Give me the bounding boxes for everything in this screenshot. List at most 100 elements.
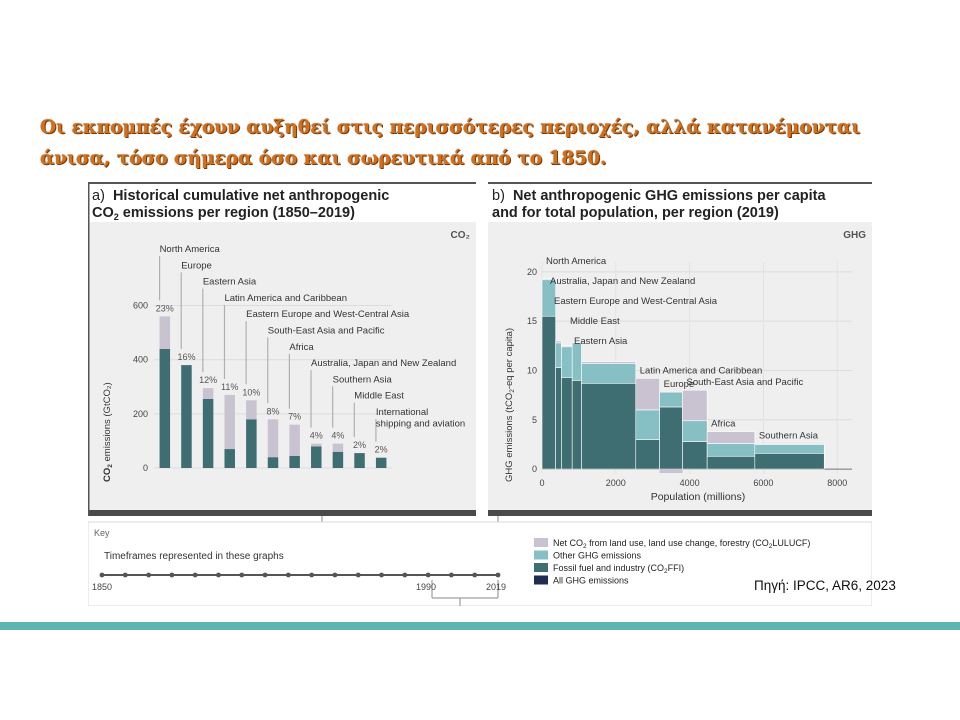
panel-b-region-ffi xyxy=(581,382,637,470)
panel-a-bar-ffi xyxy=(267,457,279,468)
panel-a-ytick-label: 200 xyxy=(133,409,148,419)
panel-b-region-ffi xyxy=(659,406,683,470)
panel-a-share-label: 23% xyxy=(156,303,174,313)
panel-b-region-label: Latin America and Caribbean xyxy=(640,365,763,376)
panel-a-ytick-label: 600 xyxy=(133,301,148,311)
panel-b-region-label: Australia, Japan and New Zealand xyxy=(550,276,695,287)
panel-a-bar-ffi xyxy=(159,348,171,468)
panel-b-region-ghg xyxy=(635,409,660,440)
panel-b-region-ghg xyxy=(581,363,637,384)
timeline-tick xyxy=(495,572,501,578)
panel-a-share-label: 2% xyxy=(353,440,366,450)
panel-b-region-ffi xyxy=(571,380,582,470)
panel-b-xtick-label: 6000 xyxy=(753,478,773,488)
teal-divider xyxy=(0,622,960,630)
panel-b-region-ffi xyxy=(754,452,825,470)
timeline-tick xyxy=(99,572,105,578)
panel-a-share-label: 8% xyxy=(266,406,279,416)
slide-title-line-1: Οι εκπομπές έχουν αυξηθεί στις περισσότε… xyxy=(40,117,861,138)
slide-title-line-2: άνισα, τόσο σήμερα όσο και σωρευτικά από… xyxy=(40,148,607,169)
panel-a-ylabel-co: CO xyxy=(102,468,113,482)
panel-b-region-lulucf-negative xyxy=(659,469,683,474)
panel-a-share-label: 11% xyxy=(221,382,238,392)
timeline-tick xyxy=(309,572,315,578)
panel-b-region-label: Eastern Europe and West-Central Asia xyxy=(554,296,718,307)
panel-b-title-text-1: Net anthropogenic GHG emissions per capi… xyxy=(513,188,827,204)
panel-b-region-ghg xyxy=(659,391,683,408)
source-caption: Πηγή: IPCC, AR6, 2023 xyxy=(754,578,896,593)
panel-a-background xyxy=(88,222,476,512)
timeline-tick xyxy=(122,572,128,578)
panel-b-region-ghg xyxy=(571,342,582,381)
panel-a-title-co: CO xyxy=(92,205,114,221)
panel-b-region-lulucf xyxy=(706,431,756,444)
panel-a-category-label-extra: shipping and aviation xyxy=(376,419,465,430)
legend-label-part: Fossil fuel and industry (CO xyxy=(553,563,664,573)
legend-swatch xyxy=(534,575,548,585)
panel-b-xlabel: Population (millions) xyxy=(651,491,746,503)
panel-a-bar-lulucf xyxy=(224,394,235,450)
timeline-tick xyxy=(262,572,268,578)
panel-a-share-label: 7% xyxy=(288,412,301,422)
panel-a-bar-ffi xyxy=(224,449,235,468)
panel-a-bar-lulucf xyxy=(289,424,300,456)
panel-a-share-label: 4% xyxy=(331,431,344,441)
panel-b-ytick-label: 20 xyxy=(527,267,537,277)
panel-b-title-line-1: b) Net anthropogenic GHG emissions per c… xyxy=(492,188,826,204)
timeline-tick xyxy=(239,572,245,578)
panel-b-region-label: Africa xyxy=(711,419,736,430)
panel-b-region-ffi xyxy=(635,439,660,470)
panel-b-ylabel-pre: GHG emissions (tCO xyxy=(504,393,515,482)
panel-a-bar-ffi xyxy=(202,398,214,468)
panel-a-bar-lulucf xyxy=(246,400,257,420)
panel-b-region-ghg xyxy=(706,443,756,457)
panel-b-region-label: Europe xyxy=(664,379,695,390)
panel-a-title-rest: emissions per region (1850–2019) xyxy=(119,205,355,221)
timeline-year-1850: 1850 xyxy=(92,582,112,592)
key-title: Key xyxy=(94,528,110,538)
panel-a-title-sub: 2 xyxy=(114,212,119,222)
timeline-tick xyxy=(402,572,408,578)
panel-b-region-ghg xyxy=(555,342,562,368)
panel-b-xtick-label: 4000 xyxy=(680,478,700,488)
panel-b-region-lulucf xyxy=(541,278,556,281)
timeline-tick xyxy=(216,572,221,578)
timeline-year-1990: 1990 xyxy=(416,582,436,592)
panel-b-region-label: Eastern Asia xyxy=(574,336,628,347)
timeline-year-2019: 2019 xyxy=(486,582,506,592)
timeline-tick xyxy=(355,572,361,578)
legend-label-part: 2 xyxy=(583,543,587,550)
panel-b-region-ffi xyxy=(555,367,562,470)
panel-a-bar-ffi xyxy=(246,419,257,468)
panel-a-share-label: 4% xyxy=(310,431,323,441)
panel-a-bottom-bar xyxy=(88,510,476,516)
panel-a-bar-ffi xyxy=(332,451,344,468)
panel-a-ylabel-sub: 2 xyxy=(107,464,114,468)
panel-a-ylabel: CO2 emissions (GtCO₂) xyxy=(102,382,114,482)
panel-a-bar-ffi xyxy=(181,365,192,468)
panel-a-title-text-1: Historical cumulative net anthropogenic xyxy=(113,188,389,204)
legend-label-part: 2 xyxy=(769,543,773,550)
panel-a-bar-lulucf xyxy=(267,419,279,458)
legend-label: Fossil fuel and industry (CO2FFI) xyxy=(553,563,684,575)
panel-b-ylabel: GHG emissions (tCO2-eq per capita) xyxy=(504,328,516,482)
panel-b-area: 0 5 10 15 20 0 2000 4000 6000 8000 North America Au… xyxy=(527,256,852,488)
legend-label-part: LULUCF) xyxy=(772,538,810,548)
panel-a-share-label: 12% xyxy=(199,375,217,385)
panel-b-xtick-label: 0 xyxy=(539,478,544,488)
panel-b-region-ffi xyxy=(541,315,556,470)
panel-b-ylabel-rest: -eq per capita) xyxy=(504,328,515,389)
panel-a-category-label: South-East Asia and Pacific xyxy=(268,326,385,337)
timeline-tick xyxy=(285,572,291,578)
panel-a-bar-lulucf xyxy=(159,316,171,349)
timeline-tick xyxy=(332,572,338,578)
panel-b-ytick-label: 15 xyxy=(527,316,537,326)
panel-b-ytick-label: 5 xyxy=(532,415,537,425)
panel-a-bars: 0 200 400 600 23% North America 16% Europe 12% Ea… xyxy=(133,244,465,473)
legend-label: Net CO2 from land use, land use change, … xyxy=(553,538,810,550)
panel-b-ylabel-sub: 2 xyxy=(509,389,516,393)
panel-b-region-ffi xyxy=(706,455,756,470)
panel-b-tag: GHG xyxy=(843,230,866,241)
panel-b-xtick-label: 8000 xyxy=(827,478,847,488)
timeline: 1850 1990 2019 xyxy=(92,572,506,606)
